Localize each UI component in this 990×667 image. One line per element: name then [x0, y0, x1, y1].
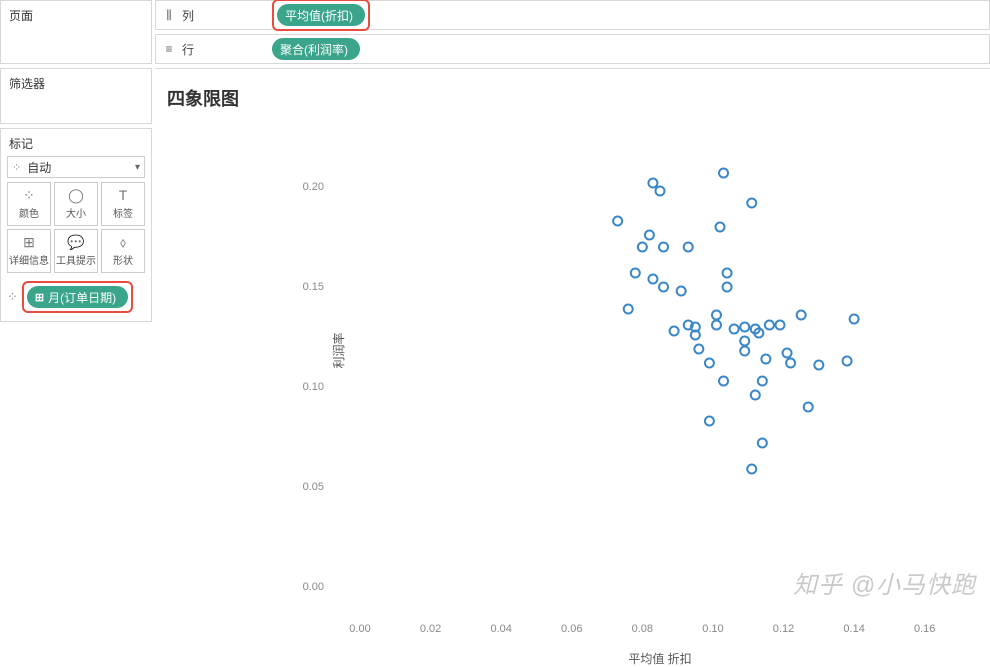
detail-shelf: ⁘ ⊞ 月(订单日期): [1, 277, 151, 321]
shape-icon: ⬨: [120, 235, 126, 249]
mark-detail-button[interactable]: ⊞详细信息: [7, 229, 51, 273]
detail-icon: ⊞: [23, 235, 35, 249]
detail-shelf-icon: ⁘: [7, 289, 18, 305]
y-tick: 0.20: [303, 181, 324, 193]
auto-label: 自动: [27, 159, 51, 176]
mark-label-button[interactable]: T标签: [101, 182, 145, 226]
size-icon: ◯: [68, 188, 84, 202]
x-tick: 0.02: [420, 623, 441, 635]
x-tick: 0.14: [843, 623, 864, 635]
x-tick: 0.12: [773, 623, 794, 635]
filters-panel: 筛选器: [0, 68, 152, 124]
rows-shelf[interactable]: ≡ 行 聚合(利润率): [155, 34, 990, 64]
color-icon: ⁘: [23, 188, 35, 202]
highlighted-detail-pill: ⊞ 月(订单日期): [22, 281, 133, 313]
columns-label: 列: [182, 7, 266, 24]
chart-area: 四象限图 0.000.050.100.150.20 0.000.020.040.…: [155, 68, 990, 618]
marks-panel: 标记 ⁘ 自动 ▾ ⁘颜色 ◯大小 T标签 ⊞详细信息 💬工具提示 ⬨形状 ⁘ …: [0, 128, 152, 322]
pages-label: 页面: [1, 1, 151, 30]
pages-panel: 页面: [0, 0, 152, 64]
rows-icon: ≡: [162, 42, 176, 56]
x-tick: 0.04: [490, 623, 511, 635]
marks-grid: ⁘颜色 ◯大小 T标签 ⊞详细信息 💬工具提示 ⬨形状: [1, 182, 151, 277]
tooltip-icon: 💬: [67, 235, 84, 249]
y-tick: 0.15: [303, 281, 324, 293]
y-tick: 0.05: [303, 481, 324, 493]
chevron-down-icon: ▾: [135, 162, 140, 173]
month-pill[interactable]: ⊞ 月(订单日期): [27, 286, 128, 308]
mark-size-button[interactable]: ◯大小: [54, 182, 98, 226]
columns-icon: ⫼: [162, 8, 176, 23]
watermark: 知乎 @小马快跑: [793, 565, 976, 600]
y-tick: 0.10: [303, 381, 324, 393]
text-icon: T: [119, 188, 128, 202]
x-tick: 0.06: [561, 623, 582, 635]
mark-tooltip-button[interactable]: 💬工具提示: [54, 229, 98, 273]
x-axis-label: 平均值 折扣: [628, 650, 691, 667]
x-tick: 0.10: [702, 623, 723, 635]
x-tick: 0.00: [349, 623, 370, 635]
mark-shape-button[interactable]: ⬨形状: [101, 229, 145, 273]
filters-label: 筛选器: [1, 69, 151, 98]
y-tick: 0.00: [303, 581, 324, 593]
plot-svg: [330, 117, 990, 617]
rows-label: 行: [182, 41, 266, 58]
mark-type-select[interactable]: ⁘ 自动 ▾: [7, 156, 145, 178]
x-tick: 0.08: [632, 623, 653, 635]
chart-title: 四象限图: [167, 85, 974, 111]
plus-icon: ⊞: [35, 291, 44, 304]
x-tick: 0.16: [914, 623, 935, 635]
highlighted-columns-pill: 平均值(折扣): [272, 0, 370, 31]
auto-icon: ⁘: [12, 161, 21, 174]
y-axis-label: 利润率: [330, 332, 347, 368]
columns-pill[interactable]: 平均值(折扣): [277, 4, 365, 26]
rows-pill[interactable]: 聚合(利润率): [272, 38, 360, 60]
columns-shelf[interactable]: ⫼ 列 平均值(折扣): [155, 0, 990, 30]
scatter-plot[interactable]: 0.000.050.100.150.20 0.000.020.040.060.0…: [330, 117, 990, 617]
marks-label: 标记: [1, 129, 151, 156]
mark-color-button[interactable]: ⁘颜色: [7, 182, 51, 226]
